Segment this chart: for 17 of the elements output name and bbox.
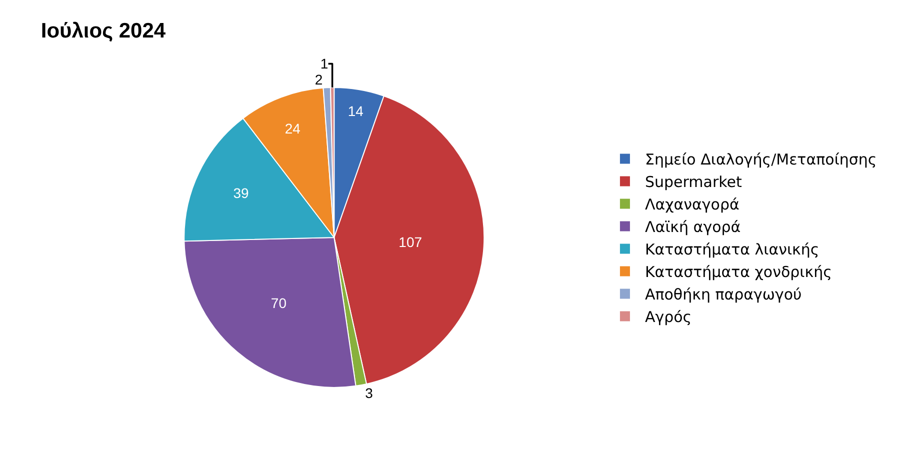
- data-label: 107: [398, 234, 422, 250]
- data-label: 70: [270, 295, 287, 312]
- legend-label: Σημείο Διαλογής/Μεταποίησης: [644, 150, 877, 169]
- legend-label: Καταστήματα χονδρικής: [644, 263, 832, 282]
- data-label: 2: [314, 72, 323, 88]
- data-label: 14: [348, 102, 364, 119]
- data-label: 3: [365, 384, 374, 401]
- data-label: 39: [233, 184, 249, 201]
- legend-label: Αγρός: [644, 308, 692, 326]
- legend-label: Supermarket: [644, 173, 742, 192]
- legend-label: Αποθήκη παραγωγού: [644, 286, 802, 304]
- chart-title: Ιούλιος 2024: [40, 19, 166, 42]
- legend-label: Λαχαναγορά: [644, 196, 740, 214]
- legend-label: Λαϊκή αγορά: [644, 218, 741, 236]
- data-label: 1: [320, 56, 328, 72]
- legend-label: Καταστήματα λιανικής: [644, 240, 820, 259]
- data-label: 24: [284, 120, 301, 136]
